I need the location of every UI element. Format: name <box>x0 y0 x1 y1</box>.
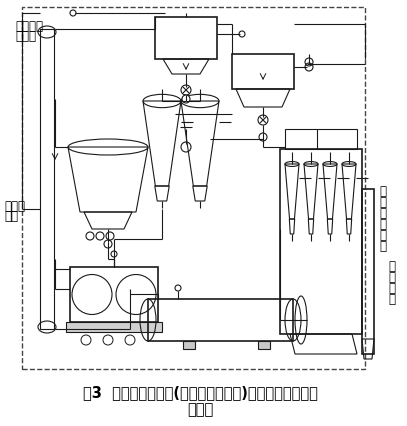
Circle shape <box>104 240 112 248</box>
Text: 粉: 粉 <box>379 228 387 242</box>
Text: 组: 组 <box>379 184 387 198</box>
Text: 空气站: 空气站 <box>15 30 36 43</box>
Bar <box>183 341 195 349</box>
Text: 图3  辊压机和球磨机(带组合式选粉机)组成的联合粉磨系: 图3 辊压机和球磨机(带组合式选粉机)组成的联合粉磨系 <box>83 385 317 400</box>
Text: 机: 机 <box>379 239 387 253</box>
Circle shape <box>182 96 190 104</box>
Text: 库: 库 <box>389 292 396 305</box>
Bar <box>66 322 162 332</box>
Bar <box>40 30 54 329</box>
Text: 入: 入 <box>389 259 396 272</box>
Bar <box>148 299 293 341</box>
Text: 统流程: 统流程 <box>187 402 213 417</box>
Bar <box>258 341 270 349</box>
Bar <box>155 18 217 60</box>
Circle shape <box>258 116 268 126</box>
Circle shape <box>181 86 191 96</box>
Text: 泥: 泥 <box>389 281 396 294</box>
Bar <box>280 150 362 334</box>
Circle shape <box>259 134 267 142</box>
Text: 料站: 料站 <box>4 210 18 222</box>
Bar <box>22 8 365 369</box>
Text: 来自压缩: 来自压缩 <box>15 20 43 33</box>
Text: 选: 选 <box>379 218 387 230</box>
Text: 水: 水 <box>389 271 396 283</box>
Bar <box>70 268 158 322</box>
Text: 式: 式 <box>379 207 387 219</box>
Bar <box>232 55 294 90</box>
Text: 来自配: 来自配 <box>4 199 25 213</box>
Bar <box>362 190 374 354</box>
Text: 合: 合 <box>379 196 387 208</box>
